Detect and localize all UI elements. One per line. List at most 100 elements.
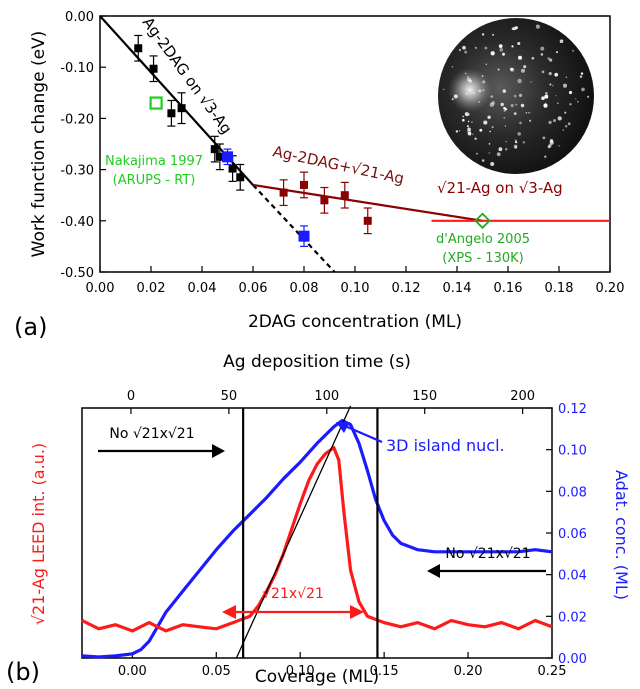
leed-spot	[515, 103, 518, 106]
leed-spot	[586, 95, 590, 98]
panel-a-data-points	[134, 34, 491, 247]
panel-b-top-axis-label: Ag deposition time (s)	[223, 352, 411, 372]
leed-spot	[489, 102, 494, 107]
leed-spot	[514, 139, 517, 142]
leed-spot	[559, 39, 564, 43]
fit-line	[252, 184, 336, 273]
leed-spot	[503, 109, 506, 112]
panel-a-x-ticks: 0.00 0.02 0.04 0.06 0.08 0.10 0.12 0.14 0.16 0.18…	[86, 266, 625, 296]
panel-b-top-ticks: 0 50 100 150 200	[127, 389, 535, 414]
x2-tick-label: 0	[127, 389, 135, 404]
leed-spot	[540, 53, 544, 56]
leed-spot	[491, 125, 494, 129]
x2-tick-label: 150	[412, 389, 437, 404]
leed-spot	[479, 128, 483, 132]
leed-spot	[545, 91, 548, 95]
data-point	[167, 109, 176, 118]
leed-spot	[497, 68, 500, 71]
x2-tick-label: 50	[221, 389, 238, 404]
y2-tick-label: 0.04	[558, 569, 587, 584]
panel-b-tag: (b)	[6, 658, 40, 686]
leed-spot	[461, 118, 465, 122]
leed-spot	[543, 103, 548, 108]
leed-spot	[548, 120, 552, 125]
leed-spot	[502, 89, 507, 93]
leed-spot	[528, 111, 530, 114]
leed-spot	[464, 50, 468, 54]
x-tick-label: 0.00	[118, 664, 147, 679]
data-point	[177, 104, 186, 113]
leed-spot	[478, 89, 482, 93]
arrow-no-r21-right	[427, 564, 546, 578]
data-point	[228, 164, 237, 173]
data-point-open-diamond	[474, 212, 491, 230]
leed-spot	[492, 33, 495, 36]
data-point	[149, 64, 158, 73]
leed-spot	[513, 94, 517, 98]
data-point	[134, 44, 143, 53]
leed-spot	[562, 129, 564, 131]
leed-spot	[541, 96, 545, 100]
leed-spot	[564, 111, 567, 114]
leed-inset-image	[438, 18, 594, 174]
leed-spot	[518, 55, 522, 60]
series-line	[81, 418, 553, 659]
leed-spot	[474, 137, 477, 140]
fit-line	[252, 183, 483, 222]
y-tick-label: -0.40	[60, 215, 94, 230]
x2-tick-label: 100	[314, 389, 339, 404]
leed-spot	[505, 141, 507, 143]
leed-spot	[481, 159, 485, 162]
leed-spot	[499, 47, 504, 52]
y2-tick-label: 0.00	[558, 652, 587, 667]
leed-spot	[548, 72, 552, 76]
leed-spot	[542, 136, 546, 140]
leed-spot	[581, 87, 585, 92]
leed-spot	[471, 121, 473, 123]
leed-spot	[478, 101, 480, 103]
leed-spot	[472, 92, 475, 94]
leed-spot	[557, 116, 562, 121]
leed-spot	[466, 77, 471, 82]
y-tick-label: 0.00	[65, 10, 94, 25]
leed-spot	[487, 115, 491, 120]
leed-spot	[502, 52, 505, 56]
y2-tick-label: 0.06	[558, 527, 587, 542]
annotation-nakajima-line2: (ARUPS - RT)	[113, 173, 196, 188]
y2-tick-label: 0.12	[558, 402, 587, 417]
x-tick-label: 0.20	[454, 664, 483, 679]
leed-spot	[541, 70, 545, 74]
annotation-no-r21-right: No √21x√21	[445, 546, 530, 562]
panel-b-right-axis-label: Adat. conc. (ML)	[612, 470, 631, 600]
leed-spot	[513, 144, 518, 149]
x-tick-label: 0.20	[596, 281, 625, 296]
x-tick-label: 0.10	[341, 281, 370, 296]
leed-spot	[458, 130, 461, 132]
annotation-ag-2dag-r21: Ag-2DAG+√21-Ag	[271, 142, 406, 187]
leed-spot	[500, 102, 504, 107]
leed-spot	[490, 161, 495, 167]
arrow-no-r21-left	[98, 444, 225, 458]
x-tick-label: 0.05	[202, 664, 231, 679]
data-point	[210, 145, 219, 154]
leed-spot	[564, 124, 568, 128]
leed-spot	[513, 112, 517, 115]
leed-spot	[451, 98, 454, 101]
leed-spot	[517, 132, 521, 136]
x-tick-label: 0.10	[286, 664, 315, 679]
y2-tick-label: 0.02	[558, 610, 587, 625]
leed-spot	[490, 95, 494, 98]
panel-b-bottom-ticks: 0.00 0.05 0.10 0.15 0.20 0.25	[118, 652, 566, 679]
leed-spot	[557, 102, 559, 105]
panel-a-tag: (a)	[14, 313, 47, 341]
panel-b-x-axis-label: Coverage (ML)	[255, 667, 379, 687]
y2-tick-label: 0.10	[558, 444, 587, 459]
leed-spot	[504, 108, 508, 111]
leed-spots	[443, 24, 590, 167]
x-tick-label: 0.04	[188, 281, 217, 296]
leed-spot	[556, 51, 558, 54]
leed-spot	[552, 85, 554, 87]
y-tick-label: -0.30	[60, 164, 94, 179]
leed-spot	[485, 63, 488, 65]
series-line	[81, 446, 553, 633]
